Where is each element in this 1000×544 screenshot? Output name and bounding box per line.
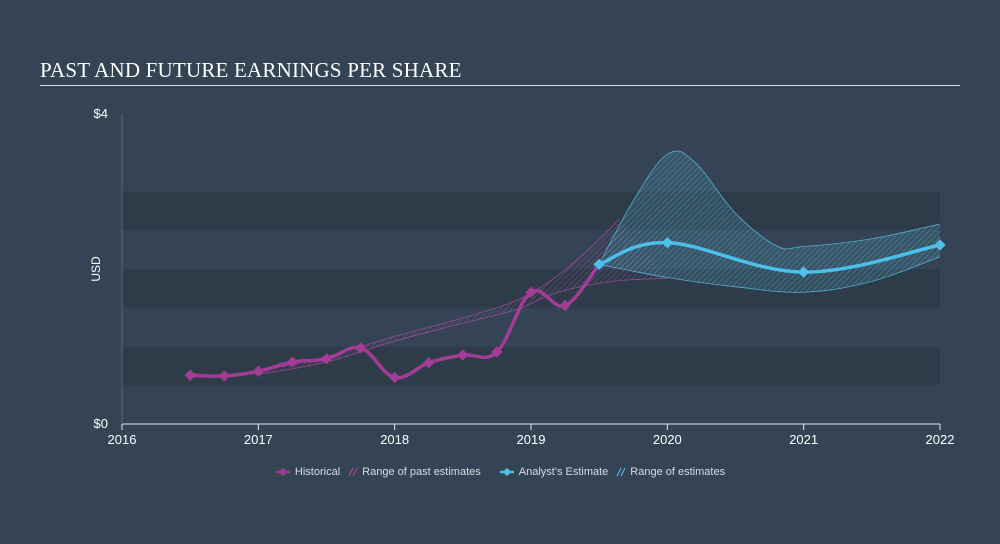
y-tick-label: $0 xyxy=(94,416,108,431)
historical-point xyxy=(525,286,537,298)
estimate-marker-icon xyxy=(499,467,514,477)
legend-past-range[interactable]: Range of past estimates xyxy=(348,466,481,478)
axes xyxy=(121,114,941,430)
future-estimates-range-lower-edge xyxy=(599,256,941,293)
historical-marker-icon xyxy=(275,467,290,477)
historical-point xyxy=(389,371,401,384)
past-range-hatch-icon xyxy=(348,467,358,477)
future-estimates-range-tint xyxy=(599,150,940,293)
title-divider xyxy=(40,85,960,86)
future-range-hatch-icon xyxy=(616,467,626,477)
future-estimates-range-upper-edge xyxy=(598,150,941,265)
estimate-point xyxy=(798,266,810,278)
legend-future-range-label: Range of estimates xyxy=(630,466,726,478)
y-axis-title: USD xyxy=(89,256,103,282)
historical-point xyxy=(218,370,230,382)
legend-historical-label: Historical xyxy=(294,466,341,478)
legend-historical[interactable]: Historical xyxy=(275,466,340,478)
x-tick-label: 2021 xyxy=(789,432,818,447)
historical-point xyxy=(286,356,299,368)
grid-band xyxy=(122,346,940,386)
series-markers xyxy=(184,236,946,384)
legend-estimate[interactable]: Analyst's Estimate xyxy=(499,466,609,478)
grid-band xyxy=(122,385,940,424)
future-estimates-range-area xyxy=(599,150,940,293)
historical-point xyxy=(457,349,469,361)
grid-band xyxy=(122,152,940,192)
y-tick-label: $4 xyxy=(94,106,108,121)
x-tick-label: 2022 xyxy=(926,432,955,447)
tick-labels: 2016 2017 2018 2019 2020 2021 2022 $4 $0 USD xyxy=(89,106,954,447)
historical-point xyxy=(320,353,333,365)
x-tick-label: 2017 xyxy=(244,432,273,447)
historical-point xyxy=(423,357,435,369)
estimate-point xyxy=(661,236,673,249)
x-tick-label: 2018 xyxy=(380,432,409,447)
chart-title: PAST AND FUTURE EARNINGS PER SHARE xyxy=(40,58,462,82)
x-tick-label: 2016 xyxy=(108,432,137,447)
historical-point xyxy=(559,299,571,312)
legend-past-range-label: Range of past estimates xyxy=(362,466,481,478)
grid-band xyxy=(122,191,940,231)
chart-legend: Historical Range of past estimates Analy… xyxy=(0,466,1000,478)
x-tick-label: 2020 xyxy=(653,432,682,447)
grid-band xyxy=(122,307,940,347)
estimate-line xyxy=(597,240,942,274)
historical-point xyxy=(491,346,503,358)
estimate-point xyxy=(593,258,605,271)
x-tick-label: 2019 xyxy=(517,432,546,447)
legend-future-range[interactable]: Range of estimates xyxy=(616,466,725,478)
legend-estimate-label: Analyst's Estimate xyxy=(518,466,609,478)
historical-point xyxy=(184,369,196,381)
estimate-point xyxy=(934,239,946,251)
estimate-ranges xyxy=(258,150,941,375)
historical-point xyxy=(354,342,367,354)
